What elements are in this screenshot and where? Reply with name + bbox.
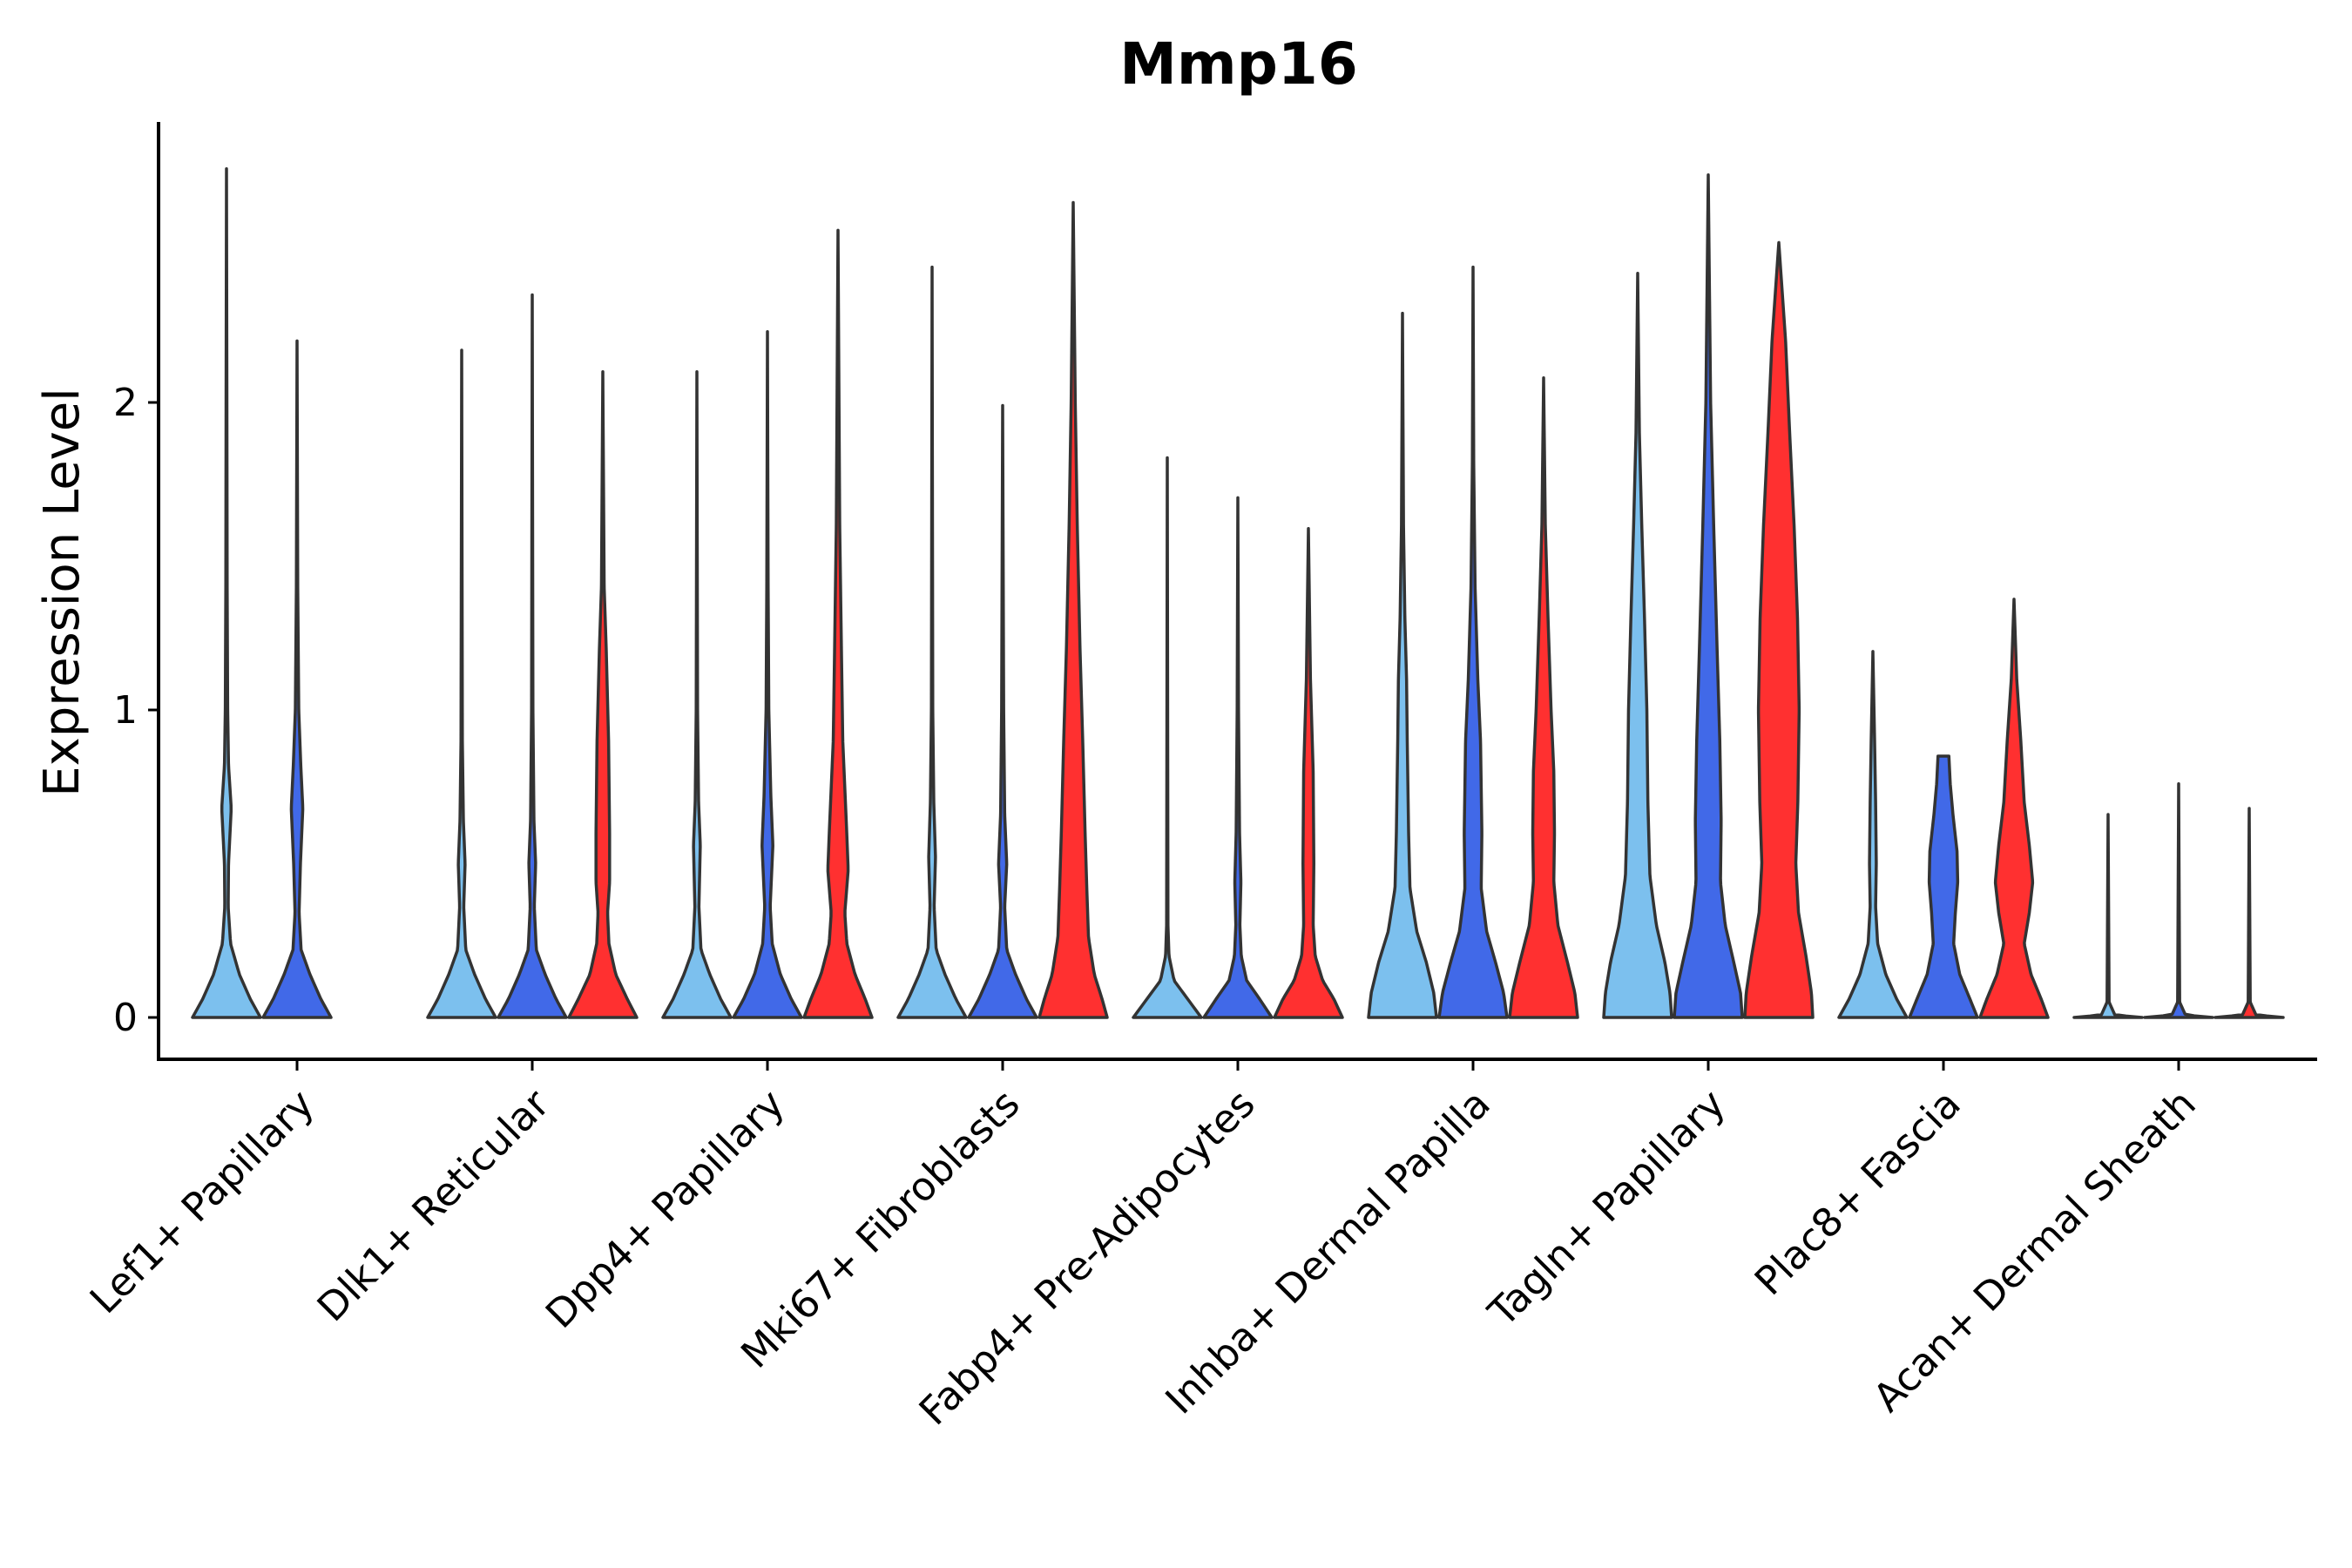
violin-fabp4-pre-adipocytes-group2	[1202, 496, 1274, 1019]
violin-mki67-fibroblasts-group2	[967, 403, 1038, 1019]
violin-fabp4-pre-adipocytes-group3	[1273, 526, 1344, 1019]
violin-acan-dermal-sheath-group2	[2143, 781, 2214, 1019]
violin-mki67-fibroblasts-group1	[896, 265, 968, 1019]
violin-inhba-dermal-papilla-group3	[1508, 376, 1579, 1019]
x-tick-label-tagln-papillary: Tagln+ Papillary	[1479, 1080, 1734, 1335]
violin-inhba-dermal-papilla-group1	[1367, 311, 1438, 1019]
violin-tagln-papillary-group3	[1743, 240, 1815, 1019]
violin-lef1-papillary-group1	[191, 166, 262, 1019]
violin-fabp4-pre-adipocytes-group1	[1132, 456, 1203, 1019]
y-tick-label: 2	[113, 381, 138, 425]
violin-dpp4-papillary-group3	[802, 228, 874, 1019]
violin-dpp4-papillary-group2	[732, 330, 803, 1019]
violins-layer	[191, 166, 2285, 1019]
violin-tagln-papillary-group2	[1673, 173, 1744, 1019]
violin-plac8-fascia-group2	[1908, 754, 1979, 1019]
x-tick-label-dlk1-reticular: Dlk1+ Reticular	[308, 1080, 558, 1330]
violin-lef1-papillary-group2	[261, 339, 333, 1019]
violin-plac8-fascia-group3	[1978, 598, 2050, 1019]
violin-dlk1-reticular-group1	[426, 348, 497, 1019]
violin-mki67-fibroblasts-group3	[1037, 200, 1109, 1019]
x-tick-label-plac8-fascia: Plac8+ Fascia	[1746, 1080, 1970, 1304]
violin-dlk1-reticular-group3	[567, 369, 639, 1019]
ticks-layer: 0 1 2	[113, 381, 2180, 1071]
violin-acan-dermal-sheath-group3	[2213, 807, 2285, 1019]
x-tick-label-dpp4-papillary: Dpp4+ Papillary	[537, 1080, 794, 1337]
violin-acan-dermal-sheath-group1	[2072, 813, 2144, 1019]
y-tick-label: 0	[113, 996, 138, 1040]
violin-dlk1-reticular-group2	[497, 293, 568, 1019]
chart-title: Mmp16	[1119, 30, 1358, 98]
violin-plac8-fascia-group1	[1837, 650, 1909, 1019]
violin-inhba-dermal-papilla-group2	[1437, 265, 1509, 1019]
x-tick-label-lef1-papillary: Lef1+ Papillary	[81, 1080, 323, 1322]
y-axis-label: Expression Level	[34, 388, 91, 797]
violin-tagln-papillary-group1	[1602, 271, 1673, 1019]
y-tick-label: 1	[113, 688, 138, 733]
violin-dpp4-papillary-group1	[661, 369, 733, 1019]
